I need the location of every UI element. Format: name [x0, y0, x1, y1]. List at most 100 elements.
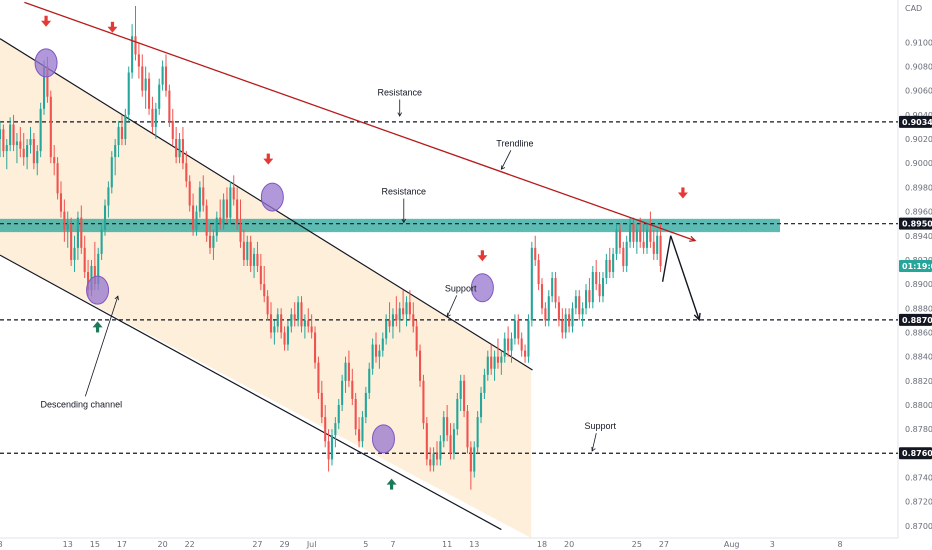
candle — [527, 314, 530, 363]
candle — [236, 187, 239, 230]
candle — [134, 6, 137, 61]
candle-body — [500, 356, 503, 363]
candle — [185, 151, 188, 188]
candle-body — [151, 108, 154, 127]
candle-body — [171, 120, 174, 140]
currency-label: CAD — [905, 4, 922, 13]
candle — [229, 181, 232, 224]
candle — [341, 374, 344, 412]
candle — [581, 302, 584, 327]
candle-body — [297, 302, 300, 321]
candle — [408, 290, 411, 321]
candle — [537, 253, 540, 291]
candle-body — [442, 417, 445, 442]
candle-body — [378, 350, 381, 357]
candle-body — [642, 241, 645, 248]
candle — [388, 302, 391, 333]
arrow-shaft — [681, 187, 685, 194]
candle-body — [178, 139, 181, 158]
candle — [571, 302, 574, 333]
candle-body — [76, 217, 79, 248]
signal-arrows — [41, 15, 688, 490]
time-axis-background — [0, 538, 932, 550]
candle — [313, 326, 317, 369]
candle — [601, 272, 605, 303]
candle-body — [103, 205, 107, 230]
candle-body — [49, 96, 52, 158]
candle — [656, 229, 659, 260]
candle-body — [283, 332, 286, 345]
candle-body — [503, 338, 506, 357]
time-tick-label: 3 — [770, 540, 775, 549]
candle — [459, 374, 462, 412]
candle-body — [110, 157, 113, 188]
candle-body — [574, 296, 577, 309]
candle — [347, 350, 350, 387]
candle-body — [168, 90, 171, 121]
candle — [351, 368, 354, 406]
candle — [19, 126, 22, 158]
candle-body — [635, 229, 638, 242]
annotation-pointer — [84, 296, 119, 397]
candle-body — [422, 380, 425, 424]
candle-body — [0, 129, 2, 140]
candle — [253, 247, 256, 279]
candle — [530, 241, 533, 327]
annotation-pointer-head — [401, 218, 407, 224]
candle-body — [354, 398, 357, 430]
candle — [273, 320, 276, 345]
touch-point — [371, 424, 395, 454]
candle-body — [388, 320, 391, 327]
candle-body — [87, 272, 90, 291]
candle-body — [198, 187, 201, 212]
time-tick-label: 22 — [185, 540, 195, 549]
candle-body — [459, 380, 462, 399]
candle — [608, 247, 611, 279]
candle-body — [266, 296, 269, 315]
candle — [80, 205, 83, 254]
annotation-pointer-head — [114, 295, 119, 301]
candle-body — [629, 223, 632, 242]
trendline — [24, 1, 696, 242]
candle — [168, 84, 171, 127]
arrow-head — [386, 478, 397, 485]
candle-body — [551, 278, 554, 297]
down-arrow-icon — [477, 250, 488, 262]
candle — [283, 326, 286, 351]
time-axis[interactable]: 8 13 15 17 20 22 27 29 Jul 5 7 11 13 18 20 25 27 Aug 3 8 — [0, 540, 843, 549]
annotation-label: Resistance — [382, 187, 427, 197]
resistance-zone — [0, 218, 780, 233]
current-price-label: 01:19:03 — [902, 262, 932, 271]
candle-body — [212, 235, 215, 248]
time-tick-label: 11 — [442, 540, 452, 549]
candle-body — [2, 129, 5, 152]
candle-body — [144, 78, 147, 91]
candle-body — [273, 326, 276, 333]
annotation-pointer-head — [591, 446, 596, 452]
candle — [561, 308, 564, 339]
candle — [212, 229, 215, 260]
candle — [466, 405, 469, 454]
touch-point — [86, 275, 110, 305]
candle-body — [120, 126, 124, 140]
candle-body — [229, 187, 232, 218]
candle — [381, 332, 384, 357]
annotation-pointer-head — [397, 112, 402, 117]
candle-body — [510, 338, 513, 351]
candle — [330, 429, 334, 466]
candle-body — [307, 320, 310, 327]
candle — [540, 278, 544, 315]
candle — [181, 126, 184, 170]
candle — [486, 350, 489, 381]
candle-body — [618, 229, 621, 248]
candle-body — [337, 405, 340, 424]
candle-body — [463, 380, 466, 412]
down-arrow-icon — [677, 187, 688, 199]
candle-body — [253, 253, 256, 266]
touch-point — [34, 48, 58, 78]
